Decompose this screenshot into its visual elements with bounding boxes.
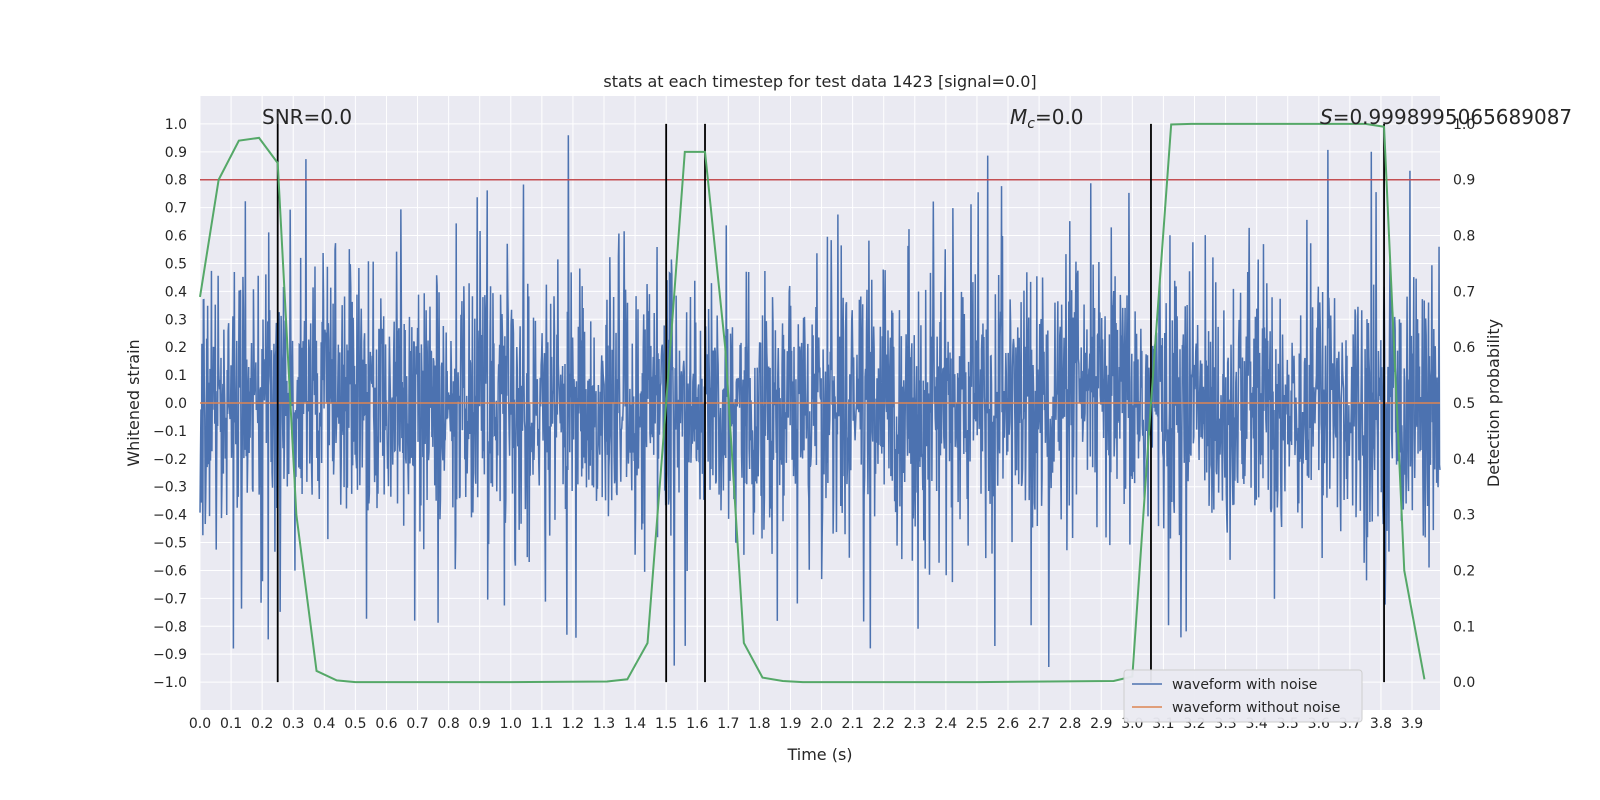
y-tick-label: −0.8 (153, 619, 187, 635)
x-tick-label: 0.1 (220, 716, 242, 732)
y-axis-label: Whitened strain (124, 339, 143, 466)
x-tick-label: 2.3 (904, 716, 926, 732)
x-tick-label: 2.0 (810, 716, 832, 732)
detection-probability-line (199, 122, 1426, 684)
chirp-mass-annotation: Mc=0.0 (1010, 105, 1084, 132)
y2-tick-label: 0.6 (1453, 340, 1475, 356)
y2-tick-label: 0.8 (1453, 229, 1475, 245)
legend-label-noise: waveform with noise (1172, 677, 1317, 693)
x-tick-label: 2.2 (873, 716, 895, 732)
y-tick-label: −0.9 (153, 647, 187, 663)
x-tick-label: 2.7 (1028, 716, 1050, 732)
x-axis-label: Time (s) (786, 745, 852, 764)
legend-box (1123, 669, 1363, 723)
x-tick-label: 1.2 (562, 716, 584, 732)
y-tick-label: 0.5 (165, 256, 187, 272)
x-tick-label: 0.2 (251, 716, 273, 732)
x-tick-label: 2.5 (966, 716, 988, 732)
y-tick-label: −0.1 (153, 424, 187, 440)
x-tick-label: 1.6 (686, 716, 708, 732)
legend-label-clean: waveform without noise (1172, 700, 1340, 716)
y2-tick-label: 0.3 (1453, 508, 1475, 524)
y2-tick-label: 0.9 (1453, 173, 1475, 189)
y2-tick-label: 0.2 (1453, 563, 1475, 579)
y-tick-label: 0.1 (165, 368, 187, 384)
y-tick-label: 0.6 (165, 229, 187, 245)
x-tick-label: 2.6 (997, 716, 1019, 732)
x-tick-label: 0.5 (344, 716, 366, 732)
x-tick-label: 3.9 (1401, 716, 1423, 732)
x-tick-label: 2.1 (841, 716, 863, 732)
x-tick-label: 0.3 (282, 716, 304, 732)
y-tick-label: 0.3 (165, 312, 187, 328)
x-tick-label: 1.8 (748, 716, 770, 732)
x-tick-label: 1.5 (655, 716, 677, 732)
y-tick-label: 0.4 (165, 284, 187, 300)
waveform-with-noise-line (199, 135, 1441, 668)
y-tick-labels: 1.0 0.9 0.8 0.7 0.6 0.5 0.4 0.3 0.2 0.1 0.0 −0.1 −0.… (153, 117, 187, 691)
x-tick-label: 0.6 (375, 716, 397, 732)
y-tick-label: −0.6 (153, 563, 187, 579)
y-tick-label: −0.4 (153, 508, 187, 524)
x-tick-label: 3.8 (1370, 716, 1392, 732)
y2-tick-label: 0.4 (1453, 452, 1475, 468)
y-tick-label: 1.0 (165, 117, 187, 133)
y2-tick-label: 1.0 (1453, 117, 1475, 133)
noise-path (199, 135, 1441, 668)
chart-title: stats at each timestep for test data 142… (603, 72, 1036, 91)
x-tick-label: 1.1 (531, 716, 553, 732)
y2-tick-label: 0.5 (1453, 396, 1475, 412)
x-tick-label: 2.8 (1059, 716, 1081, 732)
x-tick-label: 0.8 (437, 716, 459, 732)
y-tick-label: 0.2 (165, 340, 187, 356)
y2-tick-label: 0.0 (1453, 675, 1475, 691)
y2-tick-labels: 1.0 0.9 0.8 0.7 0.6 0.5 0.4 0.3 0.2 0.1 0.0 (1453, 117, 1475, 691)
y-tick-label: −0.7 (153, 591, 187, 607)
y-tick-label: −0.5 (153, 536, 187, 552)
y2-tick-label: 0.7 (1453, 284, 1475, 300)
y-tick-label: −1.0 (153, 675, 187, 691)
x-tick-label: 2.4 (935, 716, 957, 732)
x-tick-label: 1.0 (500, 716, 522, 732)
x-tick-label: 1.7 (717, 716, 739, 732)
y-tick-label: −0.2 (153, 452, 187, 468)
x-tick-label: 0.7 (406, 716, 428, 732)
x-tick-label: 1.3 (593, 716, 615, 732)
y-tick-label: 0.7 (165, 201, 187, 217)
legend: waveform with noise waveform without noi… (1123, 669, 1363, 723)
x-tick-label: 0.9 (469, 716, 491, 732)
x-tick-label: 0.0 (189, 716, 211, 732)
snr-annotation: SNR=0.0 (262, 105, 352, 129)
x-tick-label: 1.9 (779, 716, 801, 732)
x-tick-label: 0.4 (313, 716, 335, 732)
y2-axis-label: Detection probability (1484, 319, 1503, 487)
x-tick-label: 1.4 (624, 716, 646, 732)
s-annotation: S=0.9998995065689087 (1320, 105, 1572, 129)
y-tick-label: 0.8 (165, 173, 187, 189)
y-tick-label: 0.9 (165, 145, 187, 161)
x-tick-label: 2.9 (1090, 716, 1112, 732)
y-tick-label: 0.0 (165, 396, 187, 412)
y2-tick-label: 0.1 (1453, 619, 1475, 635)
y-tick-label: −0.3 (153, 480, 187, 496)
x-tick-labels: 0.0 0.1 0.2 0.3 0.4 0.5 0.6 0.7 0.8 0.9 1.0 1.1 1.2 1… (189, 716, 1423, 732)
